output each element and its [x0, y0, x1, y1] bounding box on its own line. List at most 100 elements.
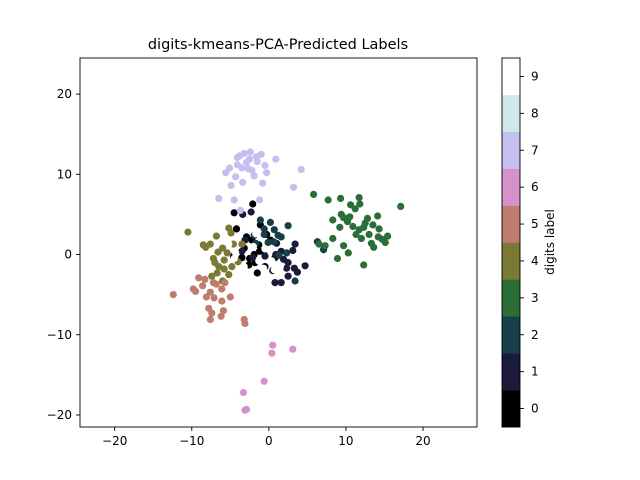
point-label-5-9 — [206, 315, 214, 324]
point-label-1-4 — [301, 262, 309, 270]
point-label-1-12 — [293, 268, 301, 276]
point-label-7-4 — [238, 164, 246, 172]
point-label-6-1 — [268, 349, 276, 357]
point-label-9-10 — [246, 268, 254, 276]
x-tick-label: 20 — [415, 434, 430, 448]
point-label-3-0 — [310, 190, 318, 198]
point-label-3-16 — [340, 242, 348, 250]
point-label-2-0 — [260, 225, 268, 233]
point-label-5-21 — [205, 304, 213, 312]
point-label-1-15 — [238, 247, 246, 255]
point-label-2-3 — [264, 238, 272, 247]
point-label-5-15 — [201, 275, 209, 283]
point-label-3-32 — [361, 219, 369, 227]
point-label-4-17 — [213, 269, 221, 277]
colorbar-segment-2 — [502, 316, 520, 354]
point-label-9-4 — [261, 245, 269, 253]
point-label-3-24 — [351, 205, 359, 213]
point-label-3-29 — [378, 235, 386, 243]
point-label-3-13 — [356, 200, 364, 208]
point-label-9-8 — [244, 221, 252, 229]
point-label-3-33 — [375, 225, 383, 233]
point-label-9-13 — [254, 276, 262, 284]
point-label-7-21 — [259, 179, 267, 187]
colorbar-tick-label: 0 — [531, 402, 539, 416]
point-label-0-8 — [232, 225, 241, 233]
point-label-4-6 — [228, 263, 236, 271]
colorbar-tick-label: 2 — [531, 328, 539, 342]
point-label-2-7 — [256, 216, 264, 224]
point-label-5-0 — [169, 291, 177, 299]
x-axis: −20 −10 0 10 20 — [102, 427, 431, 448]
point-label-1-8 — [271, 279, 279, 287]
point-label-7-6 — [261, 161, 269, 170]
point-label-3-36 — [365, 230, 373, 239]
point-label-1-7 — [291, 240, 299, 248]
point-label-1-9 — [261, 252, 269, 260]
point-label-7-26 — [242, 158, 251, 166]
point-label-3-12 — [397, 202, 405, 210]
colorbar-tick-label: 4 — [531, 254, 539, 268]
point-label-2-12 — [260, 230, 268, 239]
point-label-5-4 — [202, 293, 210, 301]
point-label-4-16 — [238, 240, 246, 248]
point-label-2-13 — [275, 251, 283, 259]
point-label-4-19 — [227, 229, 235, 237]
x-tick-label: 0 — [265, 434, 273, 448]
point-label-3-4 — [336, 223, 344, 231]
point-label-3-1 — [324, 196, 332, 204]
x-tick-label: −10 — [179, 434, 204, 448]
colorbar-frame — [501, 57, 521, 428]
point-label-4-0 — [184, 228, 192, 236]
point-label-9-15 — [232, 249, 240, 257]
point-label-9-6 — [240, 263, 248, 271]
point-label-7-27 — [236, 152, 244, 160]
point-label-7-7 — [246, 148, 254, 156]
colorbar-tick-label: 7 — [531, 143, 539, 157]
point-label-9-11 — [252, 230, 260, 238]
point-label-7-28 — [257, 150, 265, 158]
colorbar-tick-label: 5 — [531, 217, 539, 231]
point-label-6-6 — [241, 406, 249, 414]
colorbar-tick-label: 3 — [531, 291, 539, 305]
point-label-5-11 — [219, 307, 227, 315]
chart-title: digits-kmeans-PCA-Predicted Labels — [148, 37, 408, 53]
colorbar-tick-label: 8 — [531, 106, 539, 120]
point-label-7-19 — [236, 206, 244, 214]
point-label-2-8 — [283, 249, 291, 257]
point-label-4-15 — [220, 256, 228, 264]
point-label-4-5 — [223, 249, 231, 257]
point-label-7-25 — [225, 164, 234, 172]
scatter-points — [169, 148, 405, 414]
point-label-3-2 — [329, 216, 337, 224]
point-label-4-18 — [202, 243, 210, 251]
point-label-7-14 — [239, 178, 247, 186]
point-label-7-13 — [244, 165, 252, 173]
point-label-5-13 — [241, 319, 249, 328]
colorbar-segments — [502, 58, 520, 428]
point-label-7-18 — [256, 196, 264, 204]
point-label-7-17 — [230, 196, 238, 204]
point-label-4-9 — [225, 271, 233, 279]
x-tick-label: −20 — [102, 434, 127, 448]
point-label-3-30 — [370, 243, 378, 251]
point-label-5-17 — [206, 288, 214, 296]
point-label-7-10 — [297, 165, 305, 174]
point-label-4-14 — [214, 248, 222, 256]
plot-area: −20 −10 0 10 20 −20 −10 0 10 20 — [47, 57, 478, 448]
point-label-7-15 — [227, 181, 235, 190]
colorbar: 0 1 2 3 4 5 6 7 8 9 digits label — [501, 57, 557, 428]
colorbar-segment-1 — [502, 353, 520, 391]
point-label-3-37 — [315, 240, 323, 248]
colorbar-segment-5 — [502, 205, 520, 243]
point-label-5-10 — [217, 312, 225, 320]
point-label-7-8 — [253, 157, 261, 166]
point-label-1-16 — [247, 208, 255, 216]
point-label-2-16 — [284, 222, 292, 230]
point-label-3-3 — [337, 194, 345, 202]
point-label-9-12 — [276, 263, 284, 271]
point-label-7-20 — [289, 183, 298, 191]
point-label-6-4 — [239, 388, 247, 397]
point-label-5-19 — [209, 279, 217, 287]
